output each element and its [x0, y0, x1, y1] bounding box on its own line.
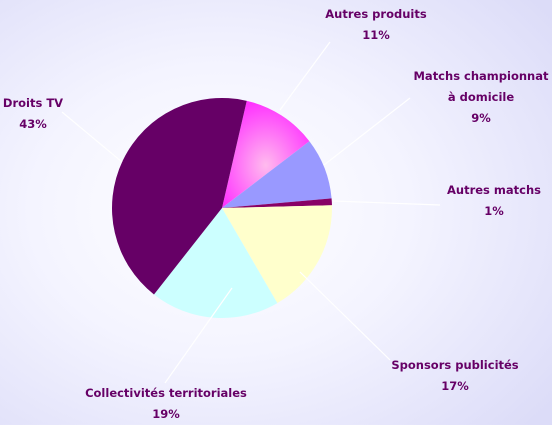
category-label: Collectivités territoriales: [85, 386, 247, 400]
pie-slice: [222, 100, 310, 208]
value-label: 17%: [441, 379, 469, 393]
category-label: Autres matchs: [447, 183, 541, 197]
leader-line: [323, 97, 411, 166]
value-label: 11%: [362, 28, 390, 42]
slice-label: Autres produits 11%: [316, 4, 436, 46]
category-label: Droits TV: [2, 96, 64, 110]
value-label: 9%: [471, 111, 491, 125]
slice-label: Collectivités territoriales 19%: [70, 383, 262, 425]
slice-label: Sponsors publicités 17%: [380, 355, 530, 397]
pie-slice: [222, 205, 332, 304]
leader-line: [279, 41, 331, 111]
leader-line: [332, 200, 441, 206]
pie-slice: [153, 208, 278, 318]
category-label: Sponsors publicités: [391, 358, 519, 372]
slice-label: Matchs championnat à domicile 9%: [410, 66, 552, 129]
slice-label: Droits TV 43%: [0, 93, 66, 135]
category-label: Autres produits: [325, 7, 427, 21]
leader-line: [61, 111, 123, 163]
value-label: 1%: [484, 204, 504, 218]
pie-slice: [222, 198, 332, 208]
value-label: 43%: [19, 117, 47, 131]
category-label: Matchs championnat à domicile: [413, 69, 549, 104]
leader-line: [164, 287, 233, 384]
pie-slice: [112, 98, 247, 295]
pie-slice: [222, 141, 332, 208]
slice-label: Autres matchs 1%: [430, 180, 552, 222]
leader-line: [299, 271, 391, 361]
value-label: 19%: [152, 407, 180, 421]
